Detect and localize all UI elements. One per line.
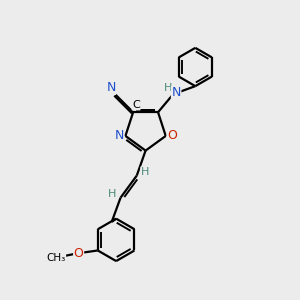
Text: CH₃: CH₃ [46,253,66,262]
Text: O: O [167,129,177,142]
Text: N: N [114,129,124,142]
Text: O: O [74,247,84,260]
Text: H: H [164,83,172,93]
Text: H: H [141,167,149,177]
Text: H: H [108,189,116,199]
Text: N: N [106,81,116,94]
Text: C: C [132,100,140,110]
Text: N: N [171,86,181,99]
